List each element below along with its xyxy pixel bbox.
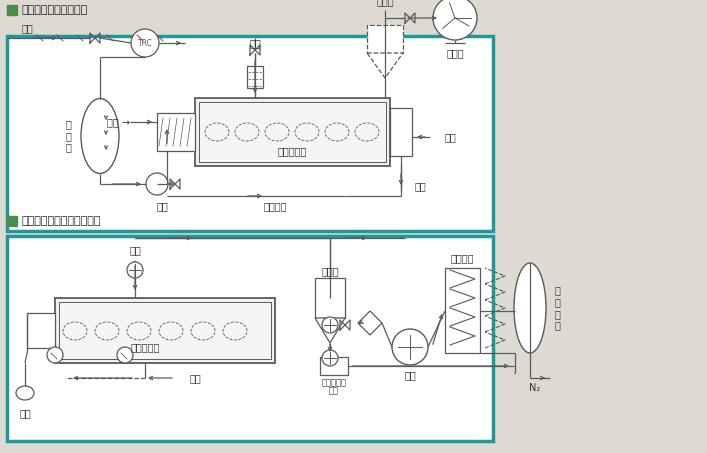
Bar	[199, 102, 386, 162]
Text: TRC: TRC	[138, 39, 153, 48]
Ellipse shape	[514, 263, 546, 353]
Bar	[195, 98, 390, 166]
Circle shape	[392, 329, 428, 365]
Text: 蒸汽: 蒸汽	[19, 408, 31, 418]
Text: 热
水
槽: 热 水 槽	[65, 120, 71, 153]
Circle shape	[127, 262, 143, 278]
Bar	[247, 66, 263, 88]
Bar	[59, 302, 271, 359]
Text: 水泵: 水泵	[156, 201, 168, 211]
Ellipse shape	[81, 98, 119, 173]
Bar	[367, 25, 403, 53]
Circle shape	[322, 317, 338, 333]
Circle shape	[47, 347, 63, 363]
Bar	[7, 236, 493, 441]
Bar	[320, 357, 348, 375]
Bar	[27, 313, 55, 348]
Bar	[445, 268, 480, 353]
Text: 溶
剂
回
收: 溶 剂 回 收	[555, 285, 561, 330]
Circle shape	[146, 173, 168, 195]
Text: 预热气体: 预热气体	[450, 253, 474, 263]
Text: 除尘器: 除尘器	[376, 0, 394, 6]
Polygon shape	[367, 53, 403, 78]
Text: 排水: 排水	[329, 386, 339, 395]
Text: 空气: 空气	[445, 132, 457, 142]
Text: 干料: 干料	[414, 181, 426, 191]
Bar	[55, 298, 275, 363]
Bar	[7, 5, 17, 15]
Polygon shape	[358, 311, 382, 335]
Text: 蒸汽疏水器: 蒸汽疏水器	[322, 379, 346, 387]
Ellipse shape	[16, 386, 34, 400]
Text: 除尘器: 除尘器	[321, 266, 339, 276]
Bar	[7, 36, 493, 231]
Bar	[157, 113, 195, 151]
Bar	[390, 108, 412, 156]
Text: 热水循环: 热水循环	[263, 201, 287, 211]
Text: 风机: 风机	[404, 370, 416, 380]
Text: 热介质：蒸汽（溶剂回收）: 热介质：蒸汽（溶剂回收）	[22, 216, 102, 226]
Text: 浆叶干燥机: 浆叶干燥机	[130, 342, 160, 352]
Circle shape	[433, 0, 477, 40]
Text: 干料: 干料	[190, 373, 201, 383]
Bar	[7, 216, 17, 226]
Text: 原料: 原料	[249, 38, 261, 48]
Text: 原料: 原料	[129, 245, 141, 255]
Text: N₂: N₂	[530, 383, 541, 393]
Circle shape	[322, 350, 338, 366]
Circle shape	[131, 29, 159, 57]
Polygon shape	[315, 318, 345, 343]
Text: 蒸汽: 蒸汽	[21, 23, 33, 33]
Text: 空气 →: 空气 →	[107, 117, 130, 127]
Text: 排风机: 排风机	[446, 48, 464, 58]
Text: 热介质：液体（热水）: 热介质：液体（热水）	[22, 5, 88, 15]
Circle shape	[117, 347, 133, 363]
Text: 浆叶干燥机: 浆叶干燥机	[277, 146, 307, 156]
Bar	[315, 278, 345, 318]
